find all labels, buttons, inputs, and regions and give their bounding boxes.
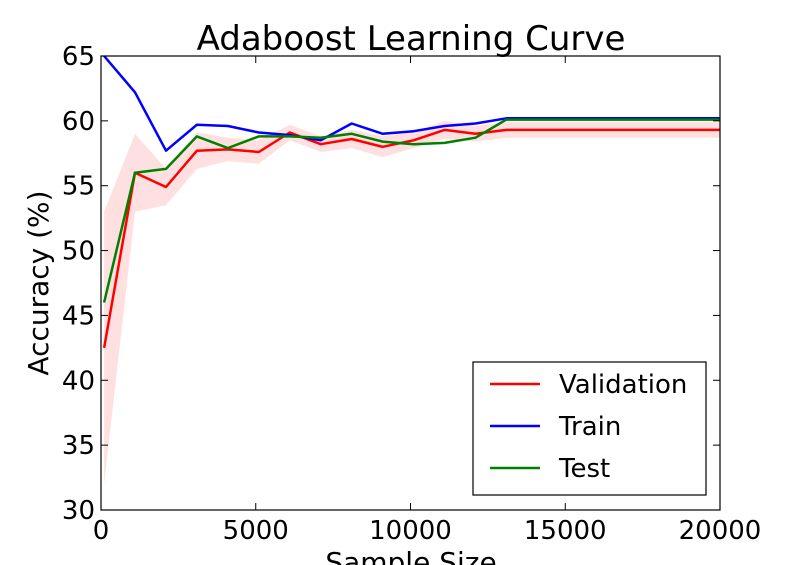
x-axis-label: Sample Size [325, 546, 496, 565]
series-line-validation [102, 128, 720, 349]
x-tick-label: 10000 [369, 516, 452, 546]
y-tick-label: 65 [62, 42, 95, 72]
chart-title: Adaboost Learning Curve [197, 19, 626, 59]
legend-label-test: Test [558, 454, 610, 484]
y-tick-label: 35 [62, 431, 95, 461]
legend: Validation Train Test [472, 361, 707, 496]
x-tick-label: 5000 [223, 516, 289, 546]
x-tick-label: 0 [93, 516, 110, 546]
y-tick-label: 50 [62, 237, 95, 267]
x-tick-label: 20000 [679, 516, 762, 546]
y-tick-label: 60 [62, 107, 95, 137]
series-lines [102, 55, 720, 349]
y-tick-label: 55 [62, 172, 95, 202]
y-axis-label: Accuracy (%) [22, 190, 55, 375]
series-line-test [102, 118, 720, 303]
legend-label-train: Train [558, 412, 621, 442]
y-tick-label: 30 [62, 496, 95, 526]
axis-ticks: 0 5000 10000 15000 20000 30 35 40 45 50 55 60 65 [62, 42, 761, 546]
x-tick-label: 15000 [524, 516, 607, 546]
y-tick-label: 45 [62, 301, 95, 331]
y-tick-label: 40 [62, 366, 95, 396]
series-line-train [103, 55, 720, 152]
legend-label-validation: Validation [559, 370, 687, 400]
